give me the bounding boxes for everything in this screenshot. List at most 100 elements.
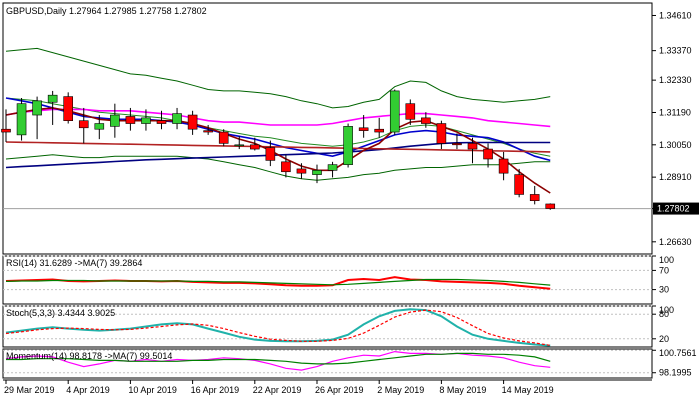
candle-body: [312, 170, 322, 175]
price-tick-label: 1.32330: [659, 75, 692, 85]
candle: [452, 133, 462, 150]
price-tick-label: 1.33370: [659, 46, 692, 56]
candle: [514, 168, 524, 198]
candle-body: [32, 100, 42, 116]
candle-body: [250, 144, 260, 150]
price-panel: 1.34610 1.33370 1.32330 1.31190 1.30050 1.289…: [1, 6, 699, 247]
candle-body: [1, 128, 11, 133]
price-tick-label: 1.28910: [659, 172, 692, 182]
time-tick-label: 26 Apr 2019: [315, 385, 364, 395]
candle: [296, 163, 307, 179]
candle-body: [156, 120, 167, 124]
candle: [234, 136, 245, 150]
candle-body: [421, 117, 431, 124]
momentum-panel: 98.1995 100.7561 Momentum(14) 98.8178 ->MA…: [3, 348, 697, 378]
price-overlay-line: [5, 108, 551, 128]
candle: [125, 107, 136, 131]
candle-body: [47, 94, 58, 103]
candle: [498, 151, 509, 181]
candle-body: [343, 126, 353, 165]
price-tick-label: 1.34610: [659, 10, 692, 20]
candle-body: [405, 103, 416, 120]
candle: [172, 107, 182, 130]
momentum-series-line: [6, 352, 551, 365]
candle: [467, 137, 478, 164]
candle-body: [234, 144, 245, 147]
price-chart-title: GBPUSD,Daily 1.27964 1.27985 1.27758 1.2…: [6, 6, 207, 16]
stoch-tick-label: 100: [659, 305, 674, 315]
candle: [32, 96, 42, 140]
candle: [94, 115, 105, 140]
candle-body: [514, 174, 524, 195]
candle: [250, 137, 260, 151]
candle-body: [545, 203, 556, 209]
price-overlay-line: [5, 107, 551, 194]
time-tick-label: 16 Apr 2019: [191, 385, 240, 395]
current-price-label: 1.27802: [657, 204, 690, 214]
candle-body: [16, 103, 27, 136]
candle: [110, 103, 120, 138]
price-tick-label: 1.26630: [659, 237, 692, 247]
price-frame: [2, 2, 653, 255]
candle: [343, 123, 353, 168]
momentum-tick-label: 98.1995: [659, 368, 692, 378]
candle: [421, 112, 431, 128]
price-overlay-line: [5, 47, 551, 109]
candle-body: [94, 123, 105, 130]
candle: [156, 110, 167, 130]
candle-body: [265, 147, 276, 161]
rsi-title: RSI(14) 31.6289 ->MA(7) 39.2864: [6, 258, 142, 268]
current-price-box: [653, 202, 699, 215]
rsi-tick-label: 70: [659, 265, 669, 275]
candle: [374, 117, 385, 138]
time-tick-label: 2 May 2019: [377, 385, 424, 395]
time-tick-label: 4 Apr 2019: [66, 385, 110, 395]
candle-body: [452, 143, 462, 146]
candle: [218, 129, 229, 147]
candle-body: [529, 194, 540, 201]
candle-body: [187, 114, 198, 130]
time-tick-label: 29 Mar 2019: [4, 385, 55, 395]
time-tick-label: 14 May 2019: [502, 385, 554, 395]
candle-body: [218, 131, 229, 144]
candle-body: [63, 96, 74, 122]
candle-body: [358, 127, 369, 131]
stoch-tick-label: 20: [659, 334, 669, 344]
candle: [312, 164, 322, 184]
candle: [436, 120, 447, 150]
candle: [16, 98, 27, 141]
candle-body: [78, 120, 89, 129]
candle: [281, 154, 291, 178]
stoch-series-line: [5, 309, 551, 346]
stoch-series-line: [5, 308, 551, 347]
candle-body: [467, 143, 478, 150]
time-tick-label: 22 Apr 2019: [253, 385, 302, 395]
candle-body: [125, 116, 136, 124]
candle: [327, 161, 338, 178]
price-overlay-line: [5, 141, 551, 153]
stoch-tick-label: 80: [659, 309, 669, 319]
price-tick-label: 1.30050: [659, 140, 692, 150]
price-overlay-line: [5, 154, 551, 181]
time-tick-label: 8 May 2019: [439, 385, 486, 395]
candle: [141, 109, 151, 131]
candle: [1, 109, 11, 142]
time-tick-label: 10 Apr 2019: [128, 385, 177, 395]
candle: [358, 115, 369, 138]
momentum-tick-label: 100.7561: [659, 348, 697, 358]
candle: [203, 124, 213, 135]
time-axis: 29 Mar 2019 4 Apr 2019 10 Apr 2019 16 Apr 2…: [4, 380, 554, 395]
candle: [265, 140, 276, 167]
rsi-tick-label: 30: [659, 285, 669, 295]
candle-body: [141, 117, 151, 124]
rsi-tick-label: 100: [659, 255, 674, 265]
candle-body: [281, 161, 291, 173]
candle-body: [483, 148, 493, 160]
candle: [63, 92, 74, 124]
price-overlay-line: [5, 97, 551, 162]
price-tick-label: 1.31190: [659, 107, 691, 117]
current-price-tag: 1.27802: [653, 202, 699, 215]
candle: [389, 89, 400, 135]
candle: [545, 203, 556, 210]
